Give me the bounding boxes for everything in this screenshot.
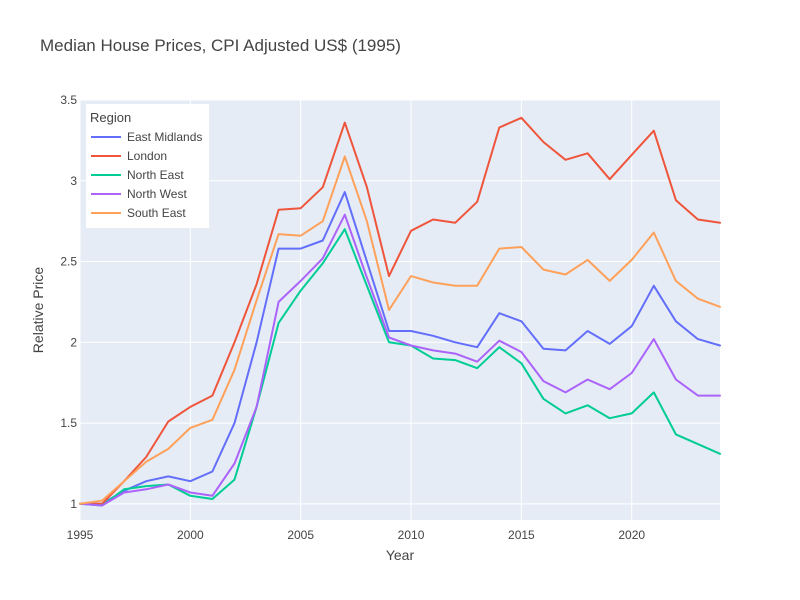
y-axis-ticks: 1 1.5 2 2.5 3 3.5 [60,93,77,511]
chart-title: Median House Prices, CPI Adjusted US$ (1… [40,36,401,55]
legend-title: Region [90,110,131,125]
series-line-north-east [79,228,721,507]
x-tick-label: 2010 [398,528,425,542]
series-line-north-west [79,213,721,507]
y-tick-label: 1 [70,497,77,511]
legend-label: North West [127,187,187,201]
x-tick-label: 2000 [177,528,204,542]
series-lines [79,116,721,507]
gridlines [79,99,720,520]
legend-box [86,104,209,228]
y-tick-label: 2 [70,335,77,349]
x-axis-title: Year [386,547,415,563]
legend-label: East Midlands [127,130,202,144]
legend-label: South East [127,206,186,220]
legend-label: North East [127,168,184,182]
legend-item-east-midlands[interactable]: East Midlands [91,130,202,144]
legend-items[interactable]: East Midlands London North East North West S… [91,130,202,220]
y-tick-label: 3.5 [60,93,77,107]
legend-item-london[interactable]: London [91,149,167,163]
legend-item-north-east[interactable]: North East [91,168,184,182]
x-tick-label: 2020 [618,528,645,542]
y-tick-label: 3 [70,174,77,188]
y-axis-title: Relative Price [30,267,46,354]
legend-item-south-east[interactable]: South East [91,206,186,220]
series-line-south-east [79,155,721,505]
legend-label: London [127,149,167,163]
legend-item-north-west[interactable]: North West [91,187,187,201]
x-axis-ticks: 1995 2000 2005 2010 2015 2020 [67,528,646,542]
y-tick-label: 1.5 [60,416,77,430]
x-tick-label: 2005 [287,528,314,542]
legend[interactable]: Region East Midlands London North East Nort… [86,104,209,228]
series-line-east-midlands [79,191,721,505]
x-tick-label: 2015 [508,528,535,542]
series-line-london [79,116,721,505]
y-tick-label: 2.5 [60,255,77,269]
x-tick-label: 1995 [67,528,94,542]
